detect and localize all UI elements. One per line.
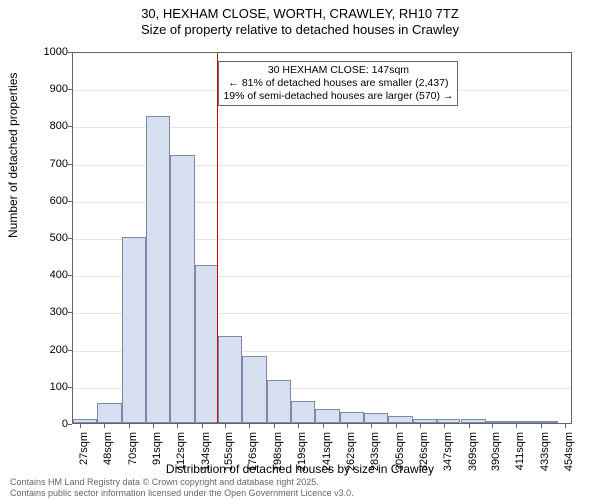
x-tick-mark [80,424,81,428]
x-tick-mark [249,424,250,428]
x-tick-mark [177,424,178,428]
histogram-bar [146,116,170,423]
y-tick-label: 800 [28,120,68,132]
histogram-bar [291,401,315,423]
x-tick-mark [129,424,130,428]
annotation-line: 19% of semi-detached houses are larger (… [223,90,453,103]
footer-line-2: Contains public sector information licen… [10,488,354,498]
y-tick-label: 400 [28,269,68,281]
histogram-bar [461,419,486,423]
y-tick-label: 500 [28,232,68,244]
y-tick-label: 200 [28,344,68,356]
chart-container: 30, HEXHAM CLOSE, WORTH, CRAWLEY, RH10 7… [0,0,600,500]
y-tick-label: 600 [28,195,68,207]
histogram-bar [267,380,291,423]
footer-text: Contains HM Land Registry data © Crown c… [10,477,354,498]
histogram-bar [364,413,388,423]
x-tick-mark [225,424,226,428]
y-tick-label: 100 [28,381,68,393]
x-tick-mark [516,424,517,428]
title-block: 30, HEXHAM CLOSE, WORTH, CRAWLEY, RH10 7… [0,0,600,39]
x-tick-mark [396,424,397,428]
histogram-bar [437,419,461,423]
title-line-1: 30, HEXHAM CLOSE, WORTH, CRAWLEY, RH10 7… [0,6,600,22]
plot-area: 30 HEXHAM CLOSE: 147sqm← 81% of detached… [72,52,572,424]
histogram-bar [486,421,510,423]
annotation-line: ← 81% of detached houses are smaller (2,… [223,77,453,90]
histogram-bar [315,409,340,423]
x-tick-mark [565,424,566,428]
histogram-bar [218,336,242,423]
x-tick-mark [323,424,324,428]
x-tick-mark [420,424,421,428]
x-tick-mark [104,424,105,428]
y-axis-title: Number of detached properties [6,73,20,238]
histogram-bar [533,421,558,423]
x-tick-mark [371,424,372,428]
histogram-bar [413,419,437,423]
x-tick-mark [469,424,470,428]
x-tick-mark [298,424,299,428]
x-tick-mark [153,424,154,428]
y-tick-mark [68,424,72,425]
histogram-bar [388,416,413,423]
y-tick-label: 300 [28,306,68,318]
x-tick-mark [202,424,203,428]
title-line-2: Size of property relative to detached ho… [0,22,600,38]
footer-line-1: Contains HM Land Registry data © Crown c… [10,477,354,487]
x-tick-mark [444,424,445,428]
histogram-bar [195,265,219,423]
x-axis-title: Distribution of detached houses by size … [0,462,600,476]
histogram-bar [170,155,195,423]
annotation-line: 30 HEXHAM CLOSE: 147sqm [223,64,453,77]
x-tick-mark [347,424,348,428]
histogram-bar [73,419,97,423]
x-tick-mark [541,424,542,428]
y-tick-label: 1000 [28,46,68,58]
y-tick-label: 900 [28,83,68,95]
histogram-bar [242,356,267,423]
property-marker-line [217,53,218,423]
x-tick-mark [274,424,275,428]
annotation-box: 30 HEXHAM CLOSE: 147sqm← 81% of detached… [218,61,458,106]
x-tick-mark [492,424,493,428]
histogram-bar [509,421,533,423]
histogram-bar [97,403,122,423]
y-tick-label: 700 [28,158,68,170]
histogram-bar [122,237,146,423]
histogram-bar [340,412,364,423]
y-tick-label: 0 [28,418,68,430]
